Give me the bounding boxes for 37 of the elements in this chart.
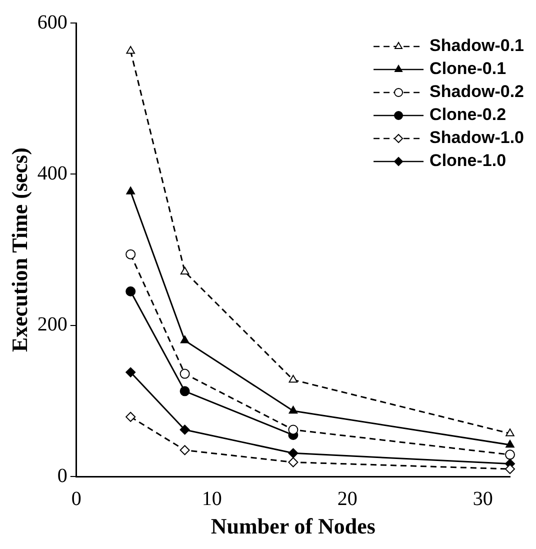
point: [288, 457, 298, 468]
point: [288, 406, 298, 414]
point: [180, 368, 190, 379]
legend-label: Clone-0.2: [430, 105, 506, 124]
point: [180, 445, 190, 456]
point: [180, 266, 190, 274]
x-tick-label: 0: [71, 488, 82, 510]
x-axis-title: Number of Nodes: [210, 513, 376, 538]
point: [288, 424, 298, 435]
point: [505, 450, 515, 460]
x-tick-label: 30: [472, 488, 493, 510]
point: [126, 249, 136, 260]
y-tick-label: 600: [37, 11, 68, 34]
point: [288, 448, 298, 458]
y-tick-label: 0: [57, 464, 68, 487]
legend-label: Shadow-0.2: [430, 82, 524, 102]
point: [180, 336, 190, 344]
point: [180, 386, 190, 396]
point: [126, 412, 136, 422]
point: [506, 440, 514, 448]
y-tick-label: 200: [37, 314, 68, 336]
point: [506, 428, 514, 436]
point: [126, 186, 135, 194]
point: [180, 424, 190, 435]
point: [126, 46, 135, 54]
x-tick-label: 10: [202, 488, 222, 510]
legend-label: Clone-1.0: [430, 151, 506, 170]
legend-label: Shadow-1.0: [430, 128, 524, 148]
legend-label: Clone-0.1: [430, 59, 506, 78]
legend-label: Shadow-0.1: [430, 36, 524, 56]
y-axis-title: Execution Time (secs): [6, 148, 32, 352]
y-tick-label: 400: [37, 162, 68, 184]
point: [288, 374, 298, 383]
point: [126, 286, 136, 296]
point: [505, 464, 515, 474]
x-tick-label: 20: [337, 488, 358, 510]
point: [126, 367, 136, 378]
